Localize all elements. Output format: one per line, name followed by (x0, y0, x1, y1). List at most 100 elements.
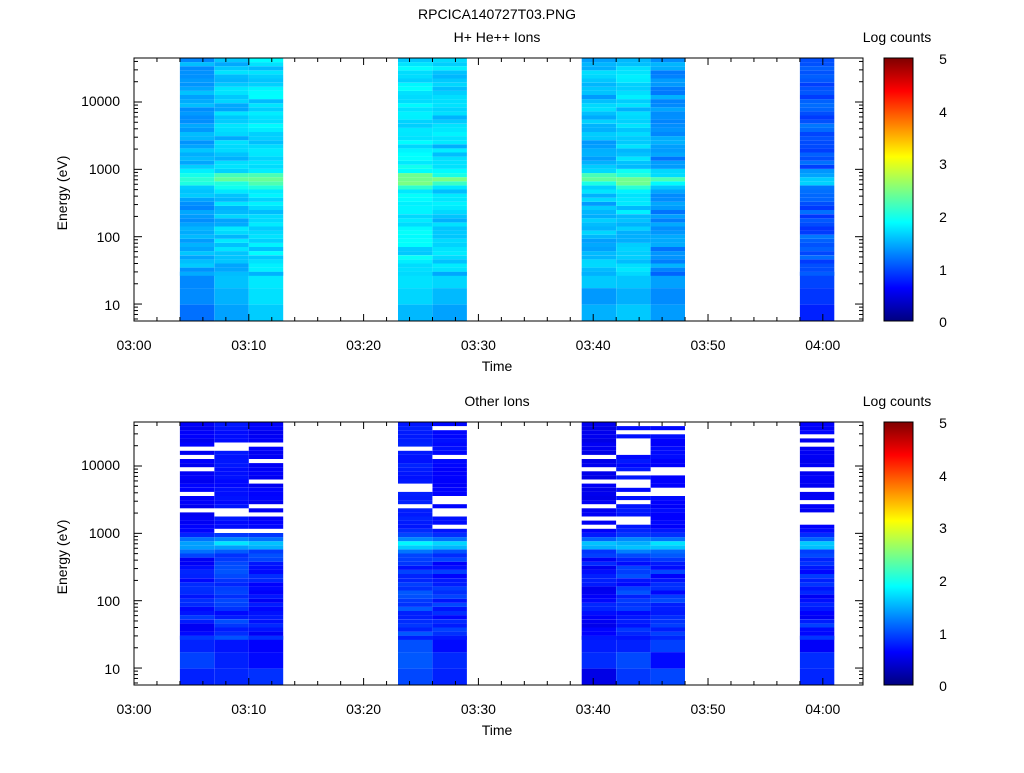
heatmap-cell (398, 123, 433, 128)
heatmap-cell (179, 132, 215, 137)
heatmap-cell (398, 103, 433, 108)
heatmap-cell (214, 463, 249, 468)
heatmap-cell (398, 74, 433, 79)
heatmap-cell (179, 586, 215, 591)
heatmap-cell (799, 479, 835, 484)
heatmap-cell (616, 459, 651, 464)
heatmap-cell (214, 565, 249, 570)
heatmap-cell (581, 652, 617, 669)
heatmap-cell (650, 454, 685, 459)
heatmap-cell (799, 74, 835, 79)
heatmap-cell (214, 267, 249, 272)
heatmap-cell (432, 111, 467, 116)
heatmap-cell (799, 619, 835, 624)
heatmap-cell (650, 479, 685, 484)
heatmap-cell (179, 66, 215, 71)
heatmap-cell (581, 512, 617, 517)
heatmap-cell (179, 70, 215, 75)
heatmap-cell (616, 234, 651, 239)
heatmap-cell (398, 549, 433, 554)
heatmap-cell (179, 652, 215, 669)
heatmap-cell (248, 271, 284, 276)
heatmap-cell (179, 635, 215, 653)
heatmap-cell (581, 95, 617, 100)
heatmap-cell (214, 152, 249, 157)
heatmap-cell (214, 438, 249, 443)
heatmap-cell (581, 103, 617, 108)
heatmap-cell (179, 631, 215, 636)
heatmap-cell (581, 255, 617, 260)
heatmap-cell (248, 99, 284, 104)
heatmap-cell (398, 197, 433, 202)
heatmap-cell (616, 627, 651, 632)
heatmap-cell (179, 255, 215, 260)
heatmap-cell (581, 86, 617, 91)
heatmap-cell (179, 259, 215, 264)
heatmap-cell (248, 454, 284, 459)
heatmap-cell (248, 255, 284, 260)
heatmap-cell (650, 496, 685, 501)
heatmap-cell (432, 144, 467, 149)
heatmap-cell (214, 230, 249, 235)
heatmap-cell (179, 537, 215, 542)
heatmap-cell (799, 652, 835, 669)
heatmap-cell (616, 197, 651, 202)
heatmap-cell (398, 193, 433, 198)
heatmap-cell (432, 169, 467, 174)
heatmap-cell (214, 594, 249, 599)
panel-other-ions: Other Ions Log counts Energy (eV) Time 0… (54, 393, 947, 738)
heatmap-cell (214, 602, 249, 607)
heatmap-cell (799, 574, 835, 579)
heatmap-cell (398, 508, 433, 513)
heatmap-cell (581, 181, 617, 186)
heatmap-cell (799, 475, 835, 480)
heatmap-cell (616, 557, 651, 562)
heatmap-cell (248, 635, 284, 653)
heatmap-cell (432, 520, 467, 525)
heatmap-cell (799, 635, 835, 653)
heatmap-cell (799, 578, 835, 583)
heatmap-cell (248, 62, 284, 67)
heatmap-cell (581, 459, 617, 464)
heatmap-cell (616, 177, 651, 182)
heatmap-cell (248, 483, 284, 488)
heatmap-cell (432, 173, 467, 178)
heatmap-cell (214, 500, 249, 505)
heatmap-cell (214, 210, 249, 215)
heatmap-cell (214, 82, 249, 87)
heatmap-cell (581, 602, 617, 607)
heatmap-cell (616, 434, 651, 439)
heatmap-cell (432, 553, 467, 558)
heatmap-cell (581, 201, 617, 206)
heatmap-cell (650, 234, 685, 239)
heatmap-cell (799, 185, 835, 190)
heatmap-cell (398, 132, 433, 137)
heatmap-cell (581, 259, 617, 264)
heatmap-cell (432, 136, 467, 141)
heatmap-cell (179, 288, 215, 305)
heatmap-cell (581, 430, 617, 435)
heatmap-cell (248, 222, 284, 227)
heatmap-cell (581, 500, 617, 505)
y-tick-label: 10 (104, 297, 120, 313)
heatmap-cell (248, 422, 284, 427)
x-tick-labels: 03:00 03:10 03:20 03:30 03:40 03:50 04:0… (116, 337, 840, 353)
heatmap-cell (650, 164, 685, 169)
heatmap-cell (616, 537, 651, 542)
heatmap-cell (214, 107, 249, 112)
heatmap-cell (214, 247, 249, 252)
heatmap-cell (799, 454, 835, 459)
heatmap-cell (650, 475, 685, 480)
heatmap-cell (799, 590, 835, 595)
heatmap-cell (650, 561, 685, 566)
y-axis-label: Energy (eV) (54, 156, 70, 231)
colorbar-tick-label: 0 (939, 678, 947, 694)
heatmap-cell (248, 136, 284, 141)
heatmap-cell (432, 70, 467, 75)
heatmap-cell (581, 508, 617, 513)
heatmap-cell (581, 446, 617, 451)
heatmap-cell (248, 545, 284, 550)
heatmap-cell (799, 255, 835, 260)
heatmap-cell (248, 238, 284, 243)
heatmap-cell (616, 602, 651, 607)
